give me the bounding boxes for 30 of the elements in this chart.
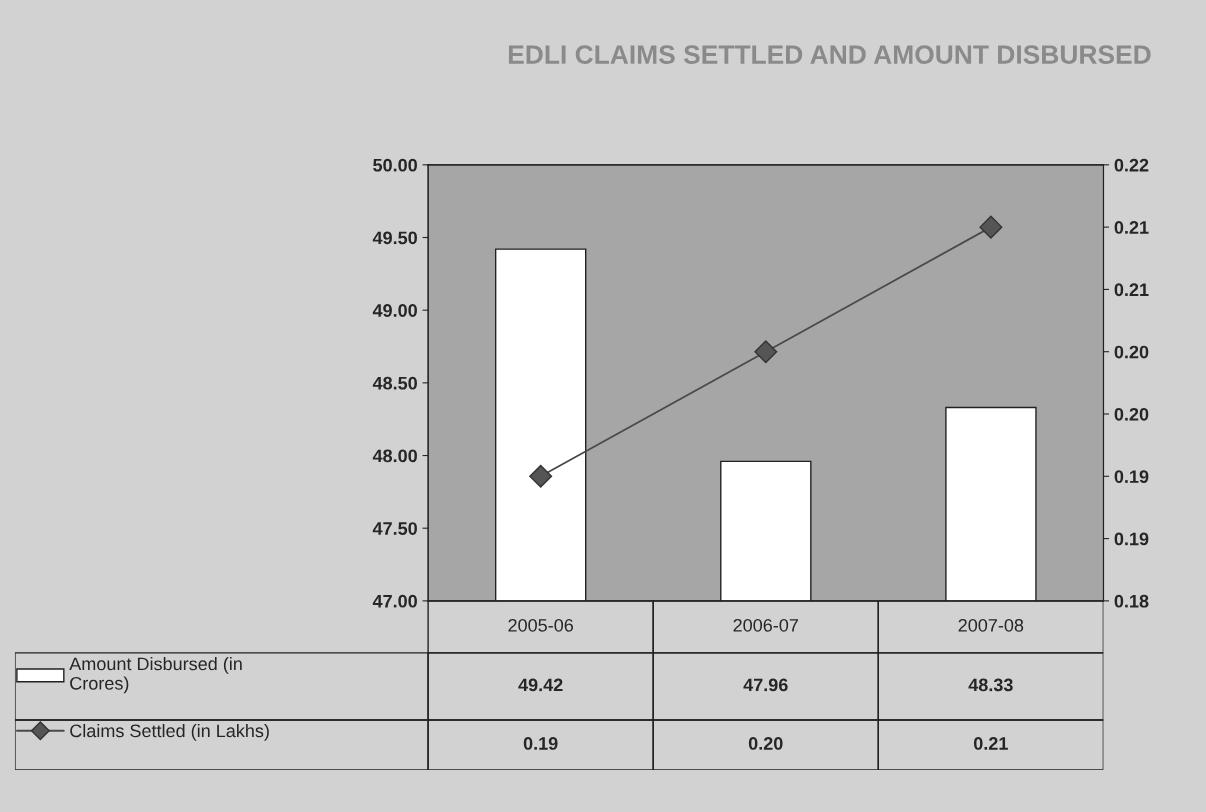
- y2-tick-label: 0.20: [1114, 407, 1149, 421]
- legend-label: Claims Settled (in Lakhs): [70, 723, 269, 741]
- x-tick-label: 2007-08: [958, 618, 1024, 632]
- y2-tick-label: 0.20: [1114, 345, 1149, 359]
- data-label: 0.20: [748, 737, 783, 750]
- y-tick-label: 48.50: [372, 376, 417, 390]
- data-label: 47.96: [743, 678, 788, 692]
- y-tick-label: 48.00: [372, 449, 417, 463]
- y2-tick-label: 0.19: [1114, 532, 1149, 546]
- y2-tick-label: 0.19: [1114, 470, 1149, 484]
- y-tick-label: 49.50: [372, 231, 417, 245]
- y2-tick-label: 0.21: [1114, 283, 1149, 297]
- y-tick-label: 47.00: [372, 594, 417, 608]
- data-label: 48.33: [968, 678, 1013, 692]
- data-label: 49.42: [518, 678, 563, 692]
- chart-title: EDLI CLAIMS SETTLED AND AMOUNT DISBURSED: [508, 45, 1151, 64]
- y-tick-label: 49.00: [372, 304, 417, 317]
- y-tick-label: 47.50: [372, 522, 417, 535]
- x-tick-label: 2005-06: [508, 618, 573, 632]
- x-tick-label: 2006-07: [733, 618, 798, 632]
- y2-tick-label: 0.18: [1114, 594, 1149, 608]
- point: [754, 340, 778, 364]
- data-label: 0.19: [523, 737, 558, 750]
- y2-tick-label: 0.22: [1114, 158, 1149, 172]
- legend-label: Amount Disbursed (in Crores): [69, 657, 242, 694]
- point: [529, 464, 553, 488]
- point: [979, 215, 1003, 239]
- y-tick-label: 50.00: [373, 158, 417, 172]
- data-label: 0.21: [973, 737, 1008, 750]
- y2-tick-label: 0.21: [1114, 221, 1149, 234]
